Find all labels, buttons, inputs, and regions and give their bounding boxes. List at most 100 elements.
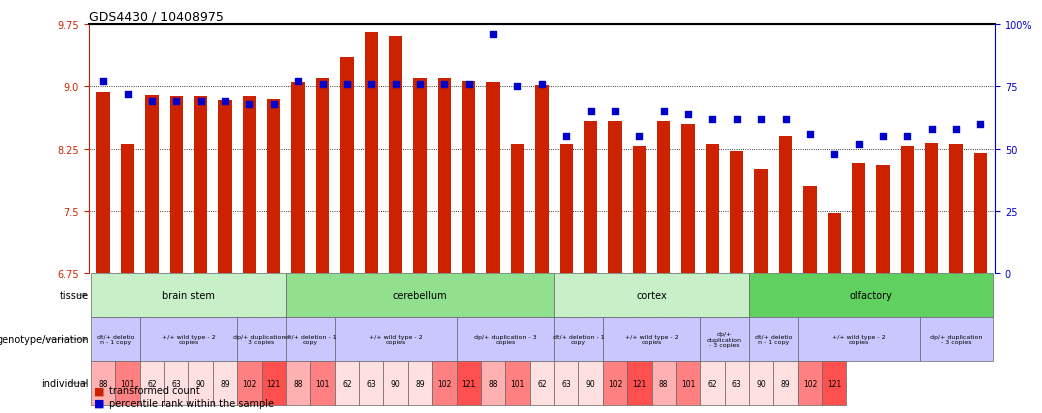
Bar [536,85,548,274]
Bar [389,37,402,274]
Point [436,81,452,88]
Bar [316,79,329,274]
Text: +/+ wild type - 2
copies: +/+ wild type - 2 copies [832,334,886,344]
Point [485,31,501,38]
Bar [189,361,213,405]
Bar [340,58,353,274]
Bar [487,83,500,274]
Bar [773,361,798,405]
Point [144,99,160,105]
Text: 90: 90 [586,379,595,388]
Text: dp/+ duplication -
3 copies: dp/+ duplication - 3 copies [233,334,290,344]
Bar [219,100,231,274]
Point [606,109,623,115]
Bar [91,274,286,317]
Text: cortex: cortex [636,290,667,300]
Point [704,116,721,123]
Bar [238,317,286,361]
Bar [116,361,140,405]
Text: dt/+ deletion - 1
copy: dt/+ deletion - 1 copy [552,334,604,344]
Point [119,91,135,98]
Bar [462,82,475,274]
Text: 88: 88 [489,379,498,388]
Text: cerebellum: cerebellum [393,290,447,300]
Bar [359,361,383,405]
Bar [700,361,724,405]
Text: 90: 90 [196,379,205,388]
Point [217,99,233,105]
Text: 102: 102 [607,379,622,388]
Text: +/+ wild type - 2
copies: +/+ wild type - 2 copies [162,334,216,344]
Text: 121: 121 [462,379,476,388]
Point [752,116,769,123]
Point [728,116,745,123]
Bar [554,274,749,317]
Bar [140,317,238,361]
Bar [286,317,334,361]
Bar [145,95,158,274]
Point [388,81,404,88]
Bar [778,137,792,274]
Point [923,126,940,133]
Point [948,126,965,133]
Bar [754,170,768,274]
Bar [724,361,749,405]
Text: 89: 89 [415,379,425,388]
Point [534,81,550,88]
Text: 101: 101 [121,379,134,388]
Bar [749,274,993,317]
Text: genotype/variation: genotype/variation [0,334,89,344]
Bar [194,97,207,274]
Text: 90: 90 [391,379,400,388]
Text: +/+ wild type - 2
copies: +/+ wild type - 2 copies [625,334,678,344]
Bar [170,97,183,274]
Text: GDS4430 / 10408975: GDS4430 / 10408975 [89,11,223,24]
Bar [267,100,280,274]
Text: ■: ■ [94,398,104,408]
Bar [414,79,426,274]
Text: 63: 63 [172,379,181,388]
Text: dp/+
duplication
- 3 copies: dp/+ duplication - 3 copies [708,331,742,347]
Bar [286,274,554,317]
Point [582,109,599,115]
Text: 102: 102 [802,379,817,388]
Point [777,116,794,123]
Bar [730,152,744,274]
Bar [705,145,719,274]
Bar [676,361,700,405]
Bar [949,145,963,274]
Point [631,133,648,140]
Text: 62: 62 [708,379,717,388]
Bar [121,145,134,274]
Bar [432,361,456,405]
Point [874,133,891,140]
Bar [798,361,822,405]
Bar [164,361,189,405]
Bar [334,361,359,405]
Bar [554,361,578,405]
Point [193,99,209,105]
Bar [798,317,919,361]
Text: dp/+ duplication
- 3 copies: dp/+ duplication - 3 copies [929,334,983,344]
Bar [511,145,524,274]
Text: brain stem: brain stem [163,290,215,300]
Bar [900,147,914,274]
Text: olfactory: olfactory [849,290,892,300]
Point [557,133,574,140]
Text: 63: 63 [731,379,742,388]
Text: 101: 101 [316,379,329,388]
Text: ■: ■ [94,385,104,395]
Bar [262,361,286,405]
Bar [91,361,116,405]
Point [679,111,696,118]
Point [461,81,477,88]
Bar [91,317,140,361]
Text: tissue: tissue [60,290,89,300]
Text: 88: 88 [659,379,668,388]
Bar [140,361,165,405]
Point [655,109,672,115]
Text: 101: 101 [511,379,525,388]
Text: dp/+ duplication - 3
copies: dp/+ duplication - 3 copies [474,334,537,344]
Text: 63: 63 [367,379,376,388]
Text: 102: 102 [242,379,256,388]
